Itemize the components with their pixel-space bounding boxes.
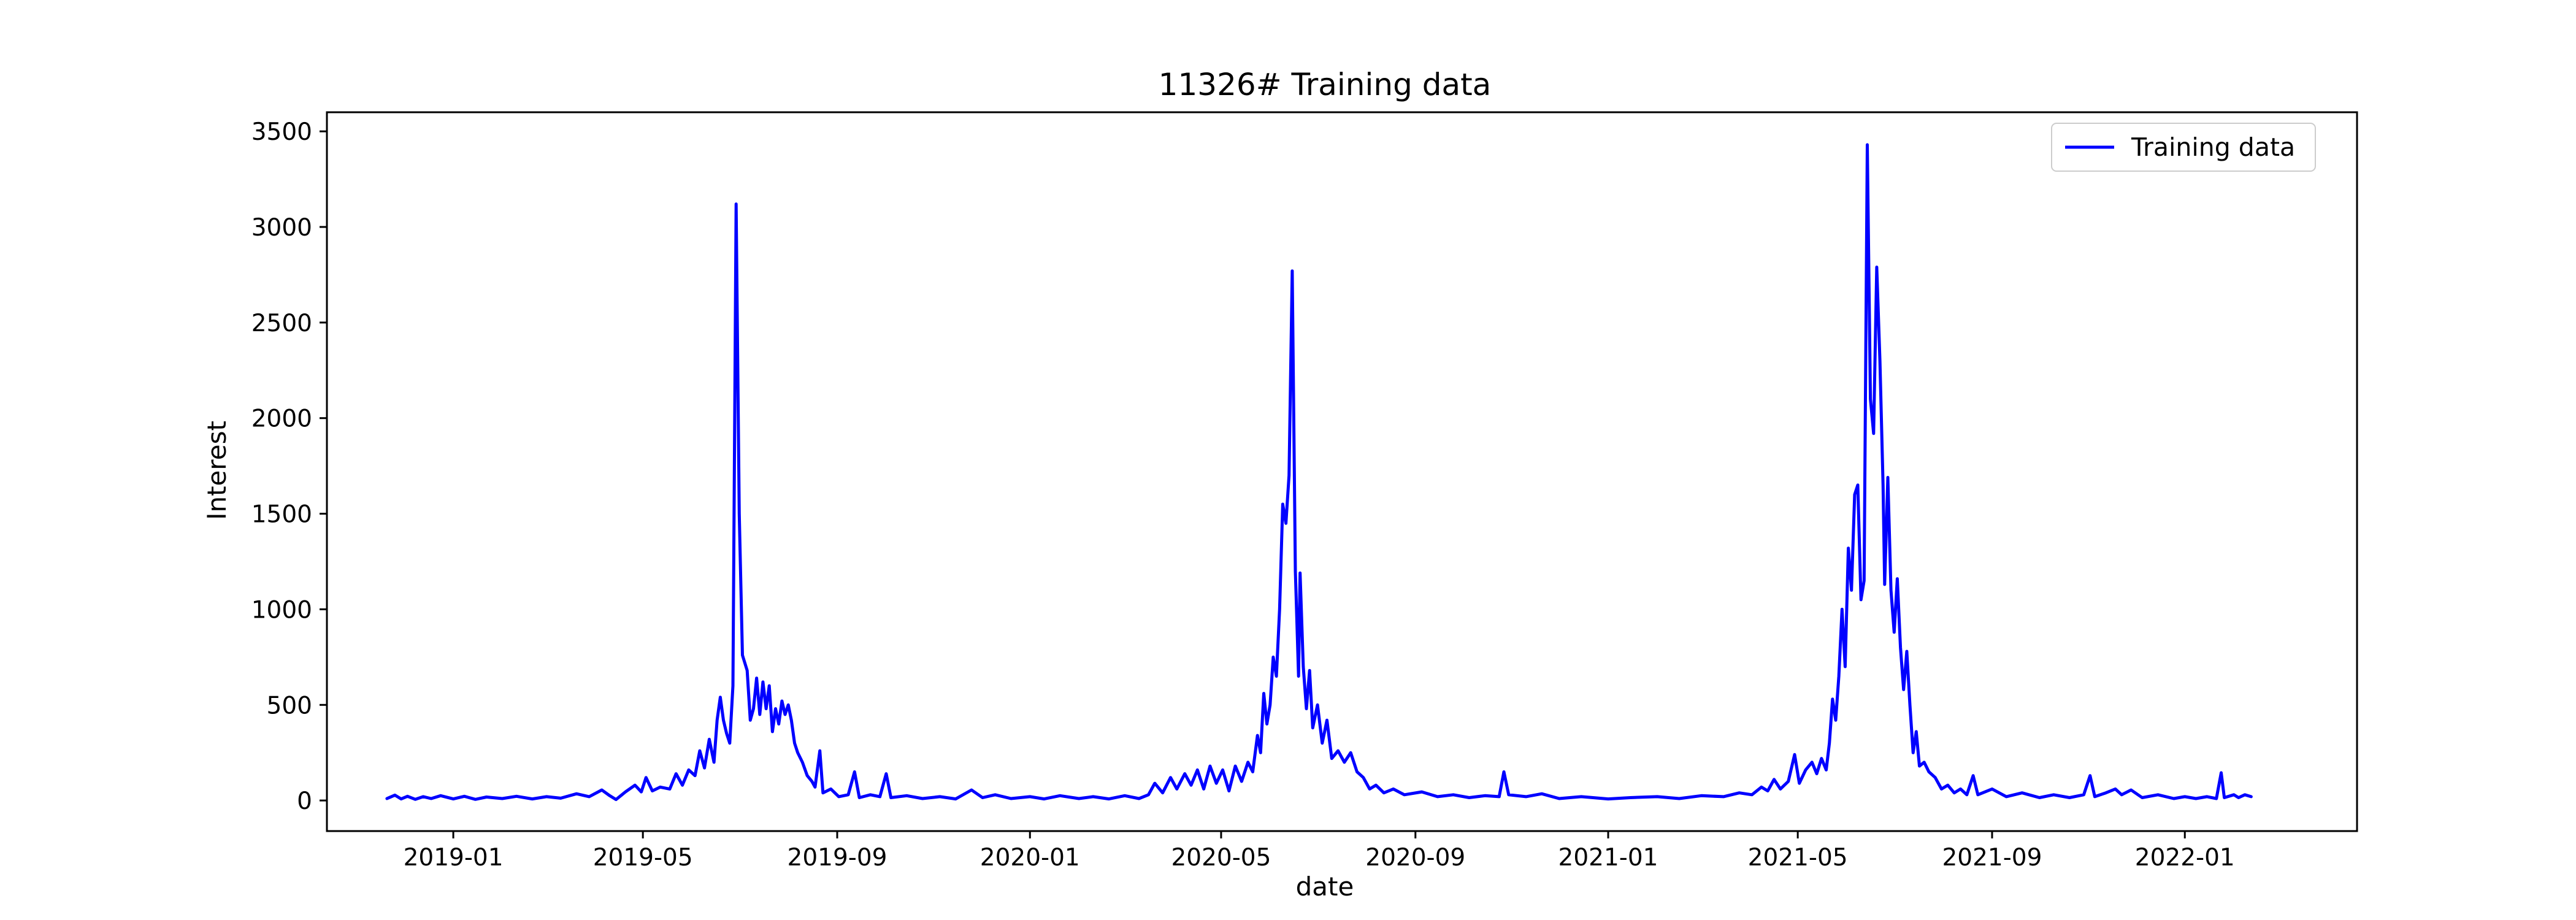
chart-title: 11326# Training data (1159, 67, 1492, 102)
x-axis-label: date (1296, 872, 1354, 902)
x-tick-label: 2020-09 (1365, 844, 1465, 872)
y-tick-label: 1500 (251, 501, 312, 529)
x-tick-label: 2021-05 (1748, 844, 1848, 872)
plot-area (385, 143, 2253, 802)
x-tick-label: 2021-01 (1558, 844, 1658, 872)
x-tick-label: 2019-01 (404, 844, 504, 872)
legend: Training data (2051, 123, 2316, 172)
x-tick-label: 2019-05 (593, 844, 693, 872)
x-tick-label: 2022-01 (2135, 844, 2235, 872)
x-axis: 2019-01 2019-05 2019-09 2020-01 2020-05 2020-… (404, 831, 2235, 872)
plot-frame (326, 111, 2358, 832)
y-tick-label: 3500 (251, 118, 312, 146)
x-tick-label: 2021-09 (1942, 844, 2042, 872)
y-axis-label: Interest (202, 421, 232, 520)
legend-label-training-data: Training data (2131, 132, 2295, 162)
y-tick-label: 500 (267, 692, 312, 719)
legend-box (2051, 123, 2316, 172)
y-tick-label: 2500 (251, 310, 312, 337)
x-tick-label: 2020-01 (980, 844, 1080, 872)
y-tick-label: 3000 (251, 214, 312, 242)
y-tick-label: 0 (297, 788, 312, 815)
x-tick-label: 2019-09 (788, 844, 887, 872)
y-axis: 0 500 1000 1500 2000 2500 3000 3500 (251, 118, 327, 815)
y-tick-label: 2000 (251, 405, 312, 433)
series-line-training-data (385, 143, 2253, 802)
x-tick-label: 2020-05 (1171, 844, 1271, 872)
y-tick-label: 1000 (251, 596, 312, 624)
